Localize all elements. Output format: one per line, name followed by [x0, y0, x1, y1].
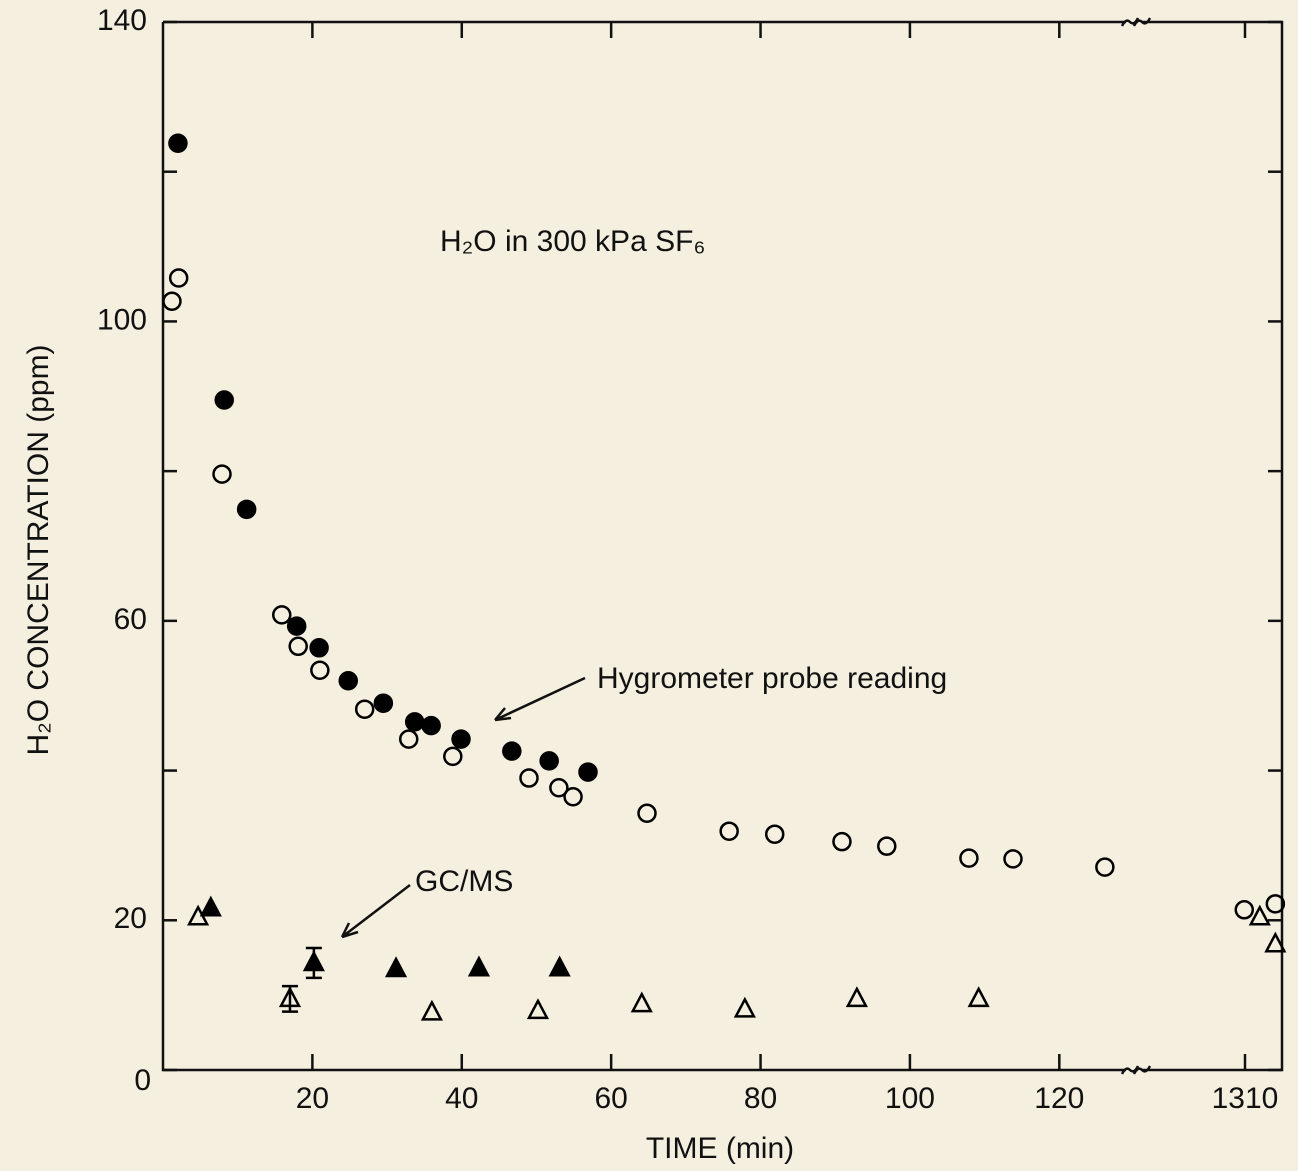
point [212, 464, 232, 484]
point [310, 660, 330, 681]
point [1264, 931, 1287, 953]
point [420, 999, 443, 1021]
point [845, 986, 868, 1008]
point [578, 762, 598, 782]
chart-title: H₂O in 300 kPa SF₆ [440, 225, 706, 258]
point [1234, 900, 1255, 920]
point [404, 712, 425, 732]
point [1248, 904, 1271, 926]
point [563, 787, 583, 807]
point [354, 699, 375, 719]
point [302, 950, 325, 972]
y-tick-label: 100 [97, 303, 147, 336]
y-tick-label: 60 [114, 603, 147, 636]
point [502, 741, 522, 761]
annotation-arrow [340, 884, 411, 939]
x-tick-label: 60 [594, 1082, 627, 1115]
x-tick-label: 80 [744, 1082, 777, 1115]
point [338, 670, 358, 691]
point [443, 746, 463, 767]
point [877, 836, 897, 856]
y-tick-label: 0 [134, 1064, 151, 1097]
point [764, 824, 785, 844]
point [967, 986, 990, 1008]
axis-lines [161, 20, 1284, 1072]
point [421, 715, 441, 736]
point [162, 291, 182, 311]
y-axis-title: H₂O CONCENTRATION (ppm) [22, 344, 55, 755]
point [288, 636, 308, 657]
point [286, 616, 307, 636]
point [526, 998, 550, 1020]
point [168, 133, 188, 154]
point [630, 991, 653, 1013]
point [519, 768, 539, 788]
point [272, 605, 292, 625]
x-tick-label: 20 [296, 1082, 329, 1115]
axis-break [1120, 1065, 1152, 1075]
annotation: GC/MS [415, 865, 513, 898]
point [1265, 894, 1286, 914]
point [373, 693, 394, 713]
point [549, 778, 569, 798]
point [467, 955, 491, 977]
x-tick-label: 100 [885, 1082, 935, 1115]
point [548, 955, 571, 977]
point [832, 831, 852, 852]
point [1003, 849, 1023, 869]
point [309, 638, 329, 658]
point [168, 268, 189, 288]
x-axis-title: TIME (min) [646, 1132, 794, 1165]
point [733, 996, 756, 1018]
y-tick-label: 20 [114, 902, 147, 935]
axis-break [1120, 17, 1152, 27]
y-tick-label: 140 [97, 4, 147, 37]
point [959, 848, 979, 868]
point [278, 986, 302, 1008]
point [637, 803, 657, 823]
point [214, 390, 234, 410]
point [719, 821, 739, 841]
annotation: Hygrometer probe reading [597, 662, 947, 695]
point [1095, 857, 1115, 877]
annotation-arrow [494, 676, 586, 722]
point [384, 956, 408, 978]
point [451, 729, 471, 749]
x-tick-label: 40 [445, 1082, 478, 1115]
x-tick-label: 120 [1034, 1082, 1084, 1115]
point [236, 499, 257, 520]
x-tick-label: 1310 [1212, 1082, 1279, 1115]
point [199, 895, 222, 917]
axis-frame [161, 17, 1284, 1075]
point [398, 729, 419, 749]
point [539, 751, 559, 771]
